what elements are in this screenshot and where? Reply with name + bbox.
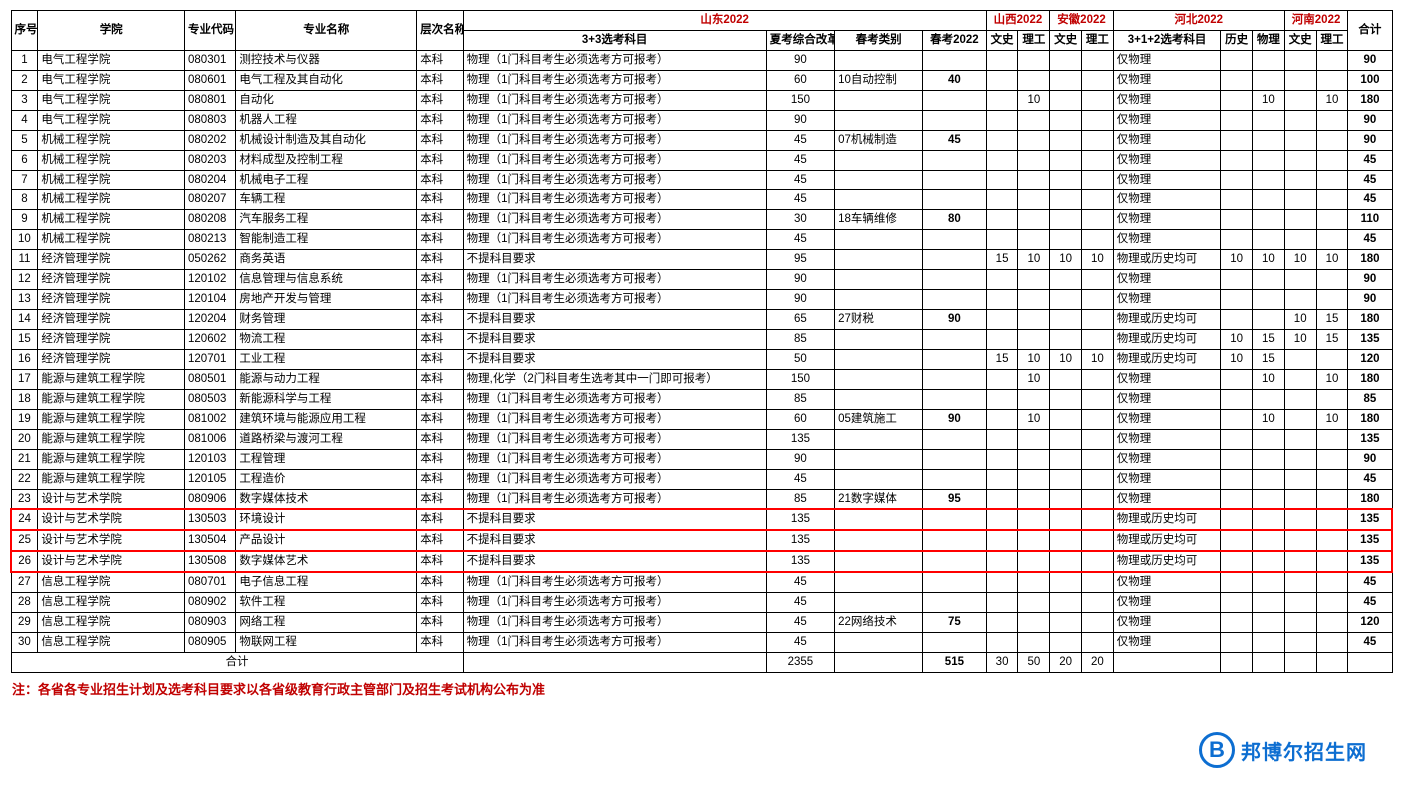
table-body: 1电气工程学院080301测控技术与仪器本科物理（1门科目考生必须选考方可报考）…: [11, 50, 1392, 652]
th-hb-ls: 历史: [1221, 30, 1253, 50]
th-hn-ws: 文史: [1284, 30, 1316, 50]
total-ahl: 20: [1081, 653, 1113, 673]
table-row: 6机械工程学院080203材料成型及控制工程本科物理（1门科目考生必须选考方可报…: [11, 150, 1392, 170]
table-header: 序号 学院 专业代码 专业名称 层次名称 山东2022 山西2022 安徽202…: [11, 11, 1392, 51]
table-row: 17能源与建筑工程学院080501能源与动力工程本科物理,化学（2门科目考生选考…: [11, 369, 1392, 389]
table-row: 1电气工程学院080301测控技术与仪器本科物理（1门科目考生必须选考方可报考）…: [11, 50, 1392, 70]
th-henan: 河南2022: [1284, 11, 1348, 31]
th-major: 专业名称: [236, 11, 417, 51]
table-row: 14经济管理学院120204财务管理本科不提科目要求6527财税90物理或历史均…: [11, 310, 1392, 330]
table-row: 13经济管理学院120104房地产开发与管理本科物理（1门科目考生必须选考方可报…: [11, 290, 1392, 310]
table-row: 3电气工程学院080801自动化本科物理（1门科目考生必须选考方可报考）1501…: [11, 90, 1392, 110]
th-sx-lg: 理工: [1018, 30, 1050, 50]
table-row: 19能源与建筑工程学院081002建筑环境与能源应用工程本科物理（1门科目考生必…: [11, 409, 1392, 429]
table-row: 2电气工程学院080601电气工程及其自动化本科物理（1门科目考生必须选考方可报…: [11, 70, 1392, 90]
table-row: 18能源与建筑工程学院080503新能源科学与工程本科物理（1门科目考生必须选考…: [11, 389, 1392, 409]
totals-row: 合计 2355 515 30 50 20 20: [11, 653, 1392, 673]
table-row: 9机械工程学院080208汽车服务工程本科物理（1门科目考生必须选考方可报考）3…: [11, 210, 1392, 230]
table-row: 30信息工程学院080905物联网工程本科物理（1门科目考生必须选考方可报考）4…: [11, 633, 1392, 653]
th-code: 专业代码: [185, 11, 236, 51]
th-college: 学院: [38, 11, 185, 51]
logo-b-icon: B: [1199, 732, 1235, 768]
table-row: 12经济管理学院120102信息管理与信息系统本科物理（1门科目考生必须选考方可…: [11, 270, 1392, 290]
th-ah-ws: 文史: [1050, 30, 1082, 50]
th-hebei: 河北2022: [1113, 11, 1284, 31]
table-row: 24设计与艺术学院130503环境设计本科不提科目要求135物理或历史均可135: [11, 509, 1392, 530]
table-row: 29信息工程学院080903网络工程本科物理（1门科目考生必须选考方可报考）45…: [11, 613, 1392, 633]
th-level: 层次名称: [417, 11, 463, 51]
total-xk: 2355: [766, 653, 834, 673]
th-xk2022: 夏考综合改革2022: [766, 30, 834, 50]
th-anhui: 安徽2022: [1050, 11, 1114, 31]
th-seq: 序号: [11, 11, 38, 51]
total-sxw: 30: [986, 653, 1018, 673]
table-row: 15经济管理学院120602物流工程本科不提科目要求85物理或历史均可10151…: [11, 330, 1392, 350]
total-ck: 515: [923, 653, 987, 673]
total-label: 合计: [11, 653, 463, 673]
table-row: 20能源与建筑工程学院081006道路桥梁与渡河工程本科物理（1门科目考生必须选…: [11, 429, 1392, 449]
logo-text: 邦博尔招生网: [1241, 736, 1367, 765]
table-row: 26设计与艺术学院130508数字媒体艺术本科不提科目要求135物理或历史均可1…: [11, 551, 1392, 572]
watermark-logo: B 邦博尔招生网: [1193, 730, 1373, 770]
table-row: 7机械工程学院080204机械电子工程本科物理（1门科目考生必须选考方可报考）4…: [11, 170, 1392, 190]
table-row: 10机械工程学院080213智能制造工程本科物理（1门科目考生必须选考方可报考）…: [11, 230, 1392, 250]
table-row: 16经济管理学院120701工业工程本科不提科目要求5015101010物理或历…: [11, 349, 1392, 369]
th-ck2022: 春考2022: [923, 30, 987, 50]
table-row: 21能源与建筑工程学院120103工程管理本科物理（1门科目考生必须选考方可报考…: [11, 449, 1392, 469]
th-total: 合计: [1348, 11, 1392, 51]
th-shandong: 山东2022: [463, 11, 986, 31]
th-sel33: 3+3选考科目: [463, 30, 766, 50]
total-sxl: 50: [1018, 653, 1050, 673]
footnote: 注：各省各专业招生计划及选考科目要求以各省级教育行政主管部门及招生考试机构公布为…: [10, 673, 1393, 700]
table-row: 27信息工程学院080701电子信息工程本科物理（1门科目考生必须选考方可报考）…: [11, 572, 1392, 592]
table-row: 11经济管理学院050262商务英语本科不提科目要求9515101010物理或历…: [11, 250, 1392, 270]
th-sel312: 3+1+2选考科目: [1113, 30, 1221, 50]
table-row: 5机械工程学院080202机械设计制造及其自动化本科物理（1门科目考生必须选考方…: [11, 130, 1392, 150]
th-ah-lg: 理工: [1081, 30, 1113, 50]
th-cktype: 春考类别: [835, 30, 923, 50]
table-row: 22能源与建筑工程学院120105工程造价本科物理（1门科目考生必须选考方可报考…: [11, 469, 1392, 489]
th-shanxi: 山西2022: [986, 11, 1050, 31]
table-row: 28信息工程学院080902软件工程本科物理（1门科目考生必须选考方可报考）45…: [11, 593, 1392, 613]
th-hb-wl: 物理: [1253, 30, 1285, 50]
table-row: 4电气工程学院080803机器人工程本科物理（1门科目考生必须选考方可报考）90…: [11, 110, 1392, 130]
table-row: 8机械工程学院080207车辆工程本科物理（1门科目考生必须选考方可报考）45仅…: [11, 190, 1392, 210]
total-ahw: 20: [1050, 653, 1082, 673]
admissions-table: 序号 学院 专业代码 专业名称 层次名称 山东2022 山西2022 安徽202…: [10, 10, 1393, 673]
table-row: 25设计与艺术学院130504产品设计本科不提科目要求135物理或历史均可135: [11, 530, 1392, 551]
th-hn-lg: 理工: [1316, 30, 1348, 50]
table-row: 23设计与艺术学院080906数字媒体技术本科物理（1门科目考生必须选考方可报考…: [11, 489, 1392, 509]
th-sx-ws: 文史: [986, 30, 1018, 50]
